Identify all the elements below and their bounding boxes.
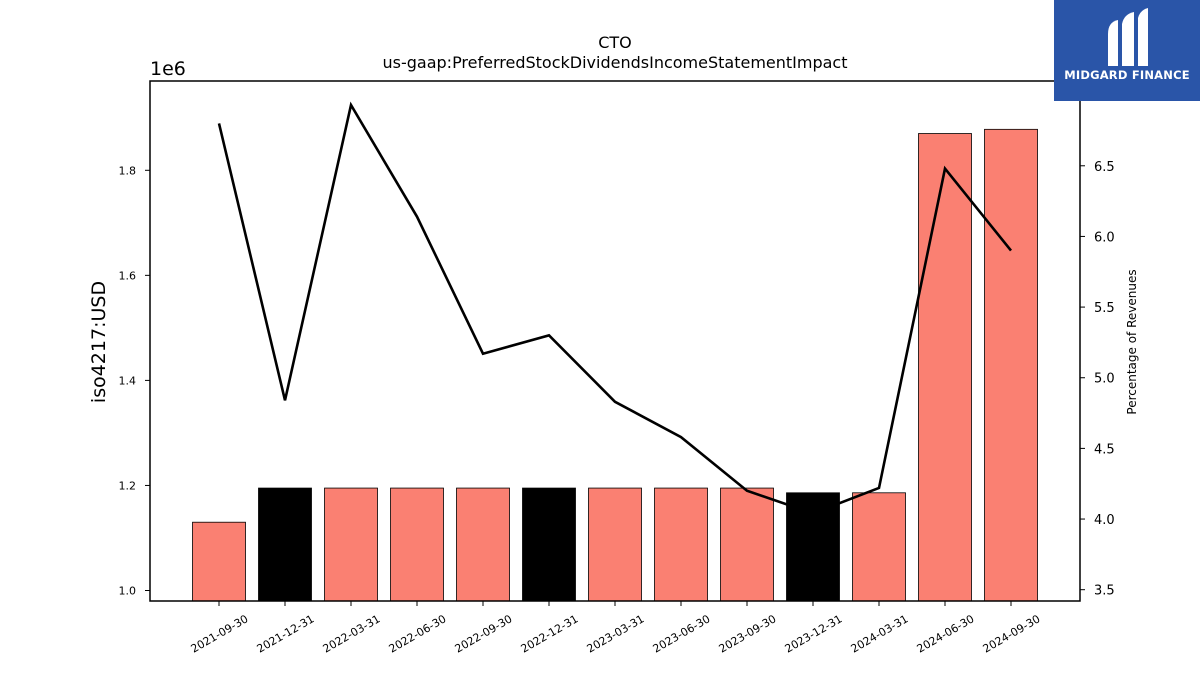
bar xyxy=(588,487,642,602)
y2-axis-label: Percentage of Revenues xyxy=(1125,269,1139,414)
bar xyxy=(522,487,576,602)
x-tick-label: 2024-09-30 xyxy=(981,612,1043,655)
bar xyxy=(324,487,378,602)
y2-tick-label: 6.5 xyxy=(1094,160,1115,175)
x-tick-label: 2024-03-31 xyxy=(849,612,911,655)
y2-tick-label: 3.5 xyxy=(1094,584,1115,599)
bar xyxy=(984,128,1038,602)
y-tick-label: 1.6 xyxy=(119,269,137,282)
midgard-finance-logo: MIDGARD FINANCE xyxy=(1054,0,1200,101)
x-tick-label: 2022-09-30 xyxy=(453,612,515,655)
bar xyxy=(390,487,444,602)
bar xyxy=(258,487,312,602)
x-tick-label: 2022-03-31 xyxy=(321,612,383,655)
y2-tick-label: 5.0 xyxy=(1094,372,1115,387)
chart-subtitle: us-gaap:PreferredStockDividendsIncomeSta… xyxy=(383,53,848,72)
midgard-logo-icon xyxy=(1108,8,1148,66)
y2-tick-label: 6.0 xyxy=(1094,230,1115,245)
x-tick-label: 2023-09-30 xyxy=(717,612,779,655)
y-axis-multiplier: 1e6 xyxy=(150,58,186,80)
series-line xyxy=(217,101,1013,515)
bar xyxy=(456,487,510,602)
bar xyxy=(654,487,708,602)
x-tick-label: 2023-12-31 xyxy=(783,612,845,655)
x-tick-label: 2021-12-31 xyxy=(255,612,317,655)
chart-title: CTO xyxy=(598,33,632,52)
y-tick-label: 1.0 xyxy=(119,584,137,597)
x-tick-label: 2023-06-30 xyxy=(651,612,713,655)
bar xyxy=(786,492,840,602)
x-tick-label: 2023-03-31 xyxy=(585,612,647,655)
y2-tick-label: 4.5 xyxy=(1094,442,1115,457)
y-tick-label: 1.8 xyxy=(119,164,137,177)
x-tick-label: 2022-06-30 xyxy=(387,612,449,655)
bar xyxy=(852,492,906,602)
y-tick-label: 1.4 xyxy=(119,374,137,387)
y-tick-label: 1.2 xyxy=(119,479,137,492)
logo-text: MIDGARD FINANCE xyxy=(1064,68,1190,82)
bar xyxy=(720,487,774,602)
y2-tick-label: 5.5 xyxy=(1094,301,1115,316)
x-tick-label: 2024-06-30 xyxy=(915,612,977,655)
y2-tick-label: 4.0 xyxy=(1094,513,1115,528)
y-axis-label: iso4217:USD xyxy=(88,281,110,403)
x-tick-label: 2021-09-30 xyxy=(189,612,251,655)
bars-layer xyxy=(192,128,1038,602)
x-tick-label: 2022-12-31 xyxy=(519,612,581,655)
line-layer xyxy=(217,101,1013,515)
bar xyxy=(918,133,972,602)
bar xyxy=(192,521,246,602)
